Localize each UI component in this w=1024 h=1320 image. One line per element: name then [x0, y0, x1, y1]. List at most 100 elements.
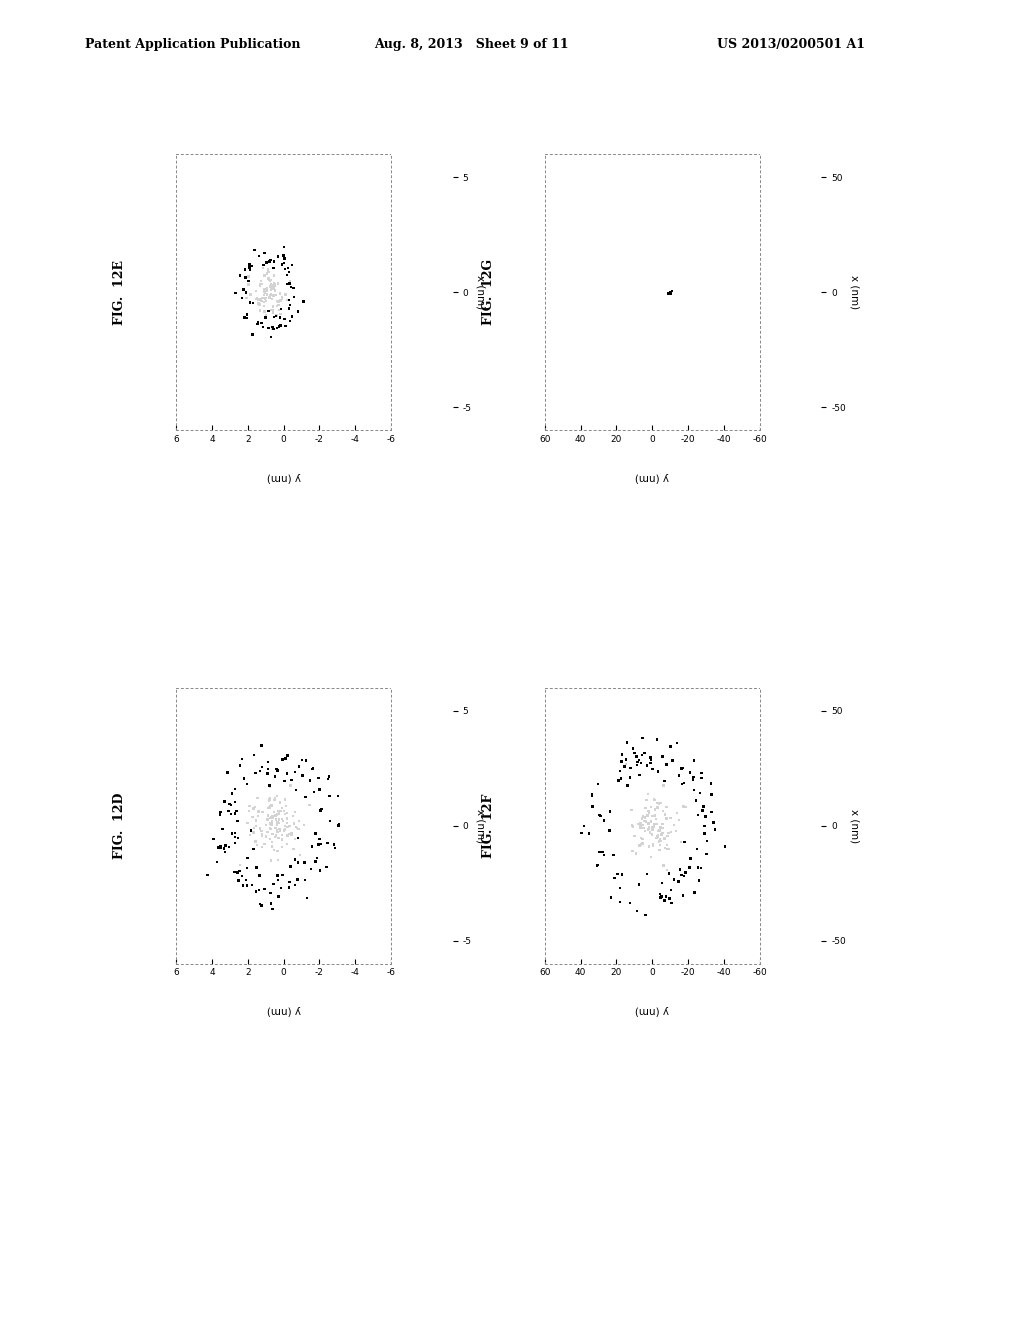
- Point: [233, 748, 250, 770]
- Point: [260, 758, 276, 779]
- Point: [658, 834, 675, 855]
- Point: [282, 871, 298, 892]
- Point: [686, 750, 702, 771]
- Point: [656, 804, 673, 825]
- Point: [643, 824, 659, 845]
- Y-axis label: x (nm): x (nm): [850, 809, 860, 842]
- Point: [241, 801, 257, 822]
- Point: [256, 288, 272, 309]
- Point: [233, 288, 250, 309]
- Point: [666, 869, 682, 890]
- Point: [649, 826, 666, 847]
- Point: [281, 298, 297, 319]
- Point: [287, 801, 303, 822]
- Point: [637, 821, 653, 842]
- Point: [629, 746, 645, 767]
- Point: [634, 744, 650, 766]
- Point: [229, 828, 246, 849]
- Point: [672, 859, 688, 880]
- Point: [212, 801, 228, 822]
- Point: [248, 763, 264, 784]
- Point: [258, 288, 274, 309]
- Point: [269, 290, 286, 312]
- Point: [286, 277, 302, 298]
- Point: [236, 280, 252, 301]
- Point: [252, 818, 268, 840]
- Point: [254, 824, 270, 845]
- Point: [249, 288, 265, 309]
- Point: [250, 289, 266, 310]
- Point: [269, 760, 286, 781]
- Point: [272, 792, 289, 813]
- Point: [274, 865, 291, 886]
- Point: [573, 822, 590, 843]
- Point: [630, 751, 646, 772]
- Point: [644, 818, 660, 840]
- Point: [249, 857, 265, 878]
- Point: [283, 855, 299, 876]
- Point: [245, 293, 261, 314]
- Point: [223, 783, 240, 804]
- Point: [230, 870, 247, 891]
- Point: [262, 249, 279, 271]
- Point: [642, 796, 658, 817]
- Point: [318, 857, 335, 878]
- Point: [260, 797, 276, 818]
- Point: [634, 828, 650, 849]
- Point: [289, 817, 305, 838]
- Point: [275, 246, 292, 267]
- Point: [286, 838, 302, 859]
- Point: [270, 294, 287, 315]
- Point: [636, 817, 652, 838]
- Point: [258, 814, 274, 836]
- Point: [270, 813, 287, 834]
- Point: [270, 804, 287, 825]
- Point: [327, 837, 343, 858]
- Point: [660, 282, 677, 304]
- Point: [261, 251, 278, 272]
- Text: US 2013/0200501 A1: US 2013/0200501 A1: [717, 37, 865, 50]
- Point: [276, 771, 293, 792]
- Point: [659, 282, 676, 304]
- Point: [627, 825, 643, 846]
- Point: [596, 845, 612, 866]
- Point: [272, 298, 289, 319]
- Point: [648, 813, 665, 834]
- Point: [272, 304, 289, 325]
- Point: [267, 766, 284, 787]
- Point: [610, 770, 627, 791]
- Point: [652, 817, 669, 838]
- Point: [252, 894, 268, 915]
- Point: [671, 809, 687, 830]
- Point: [276, 259, 293, 280]
- Point: [611, 760, 628, 781]
- Point: [283, 276, 299, 297]
- Point: [284, 770, 300, 791]
- Point: [271, 315, 288, 337]
- Point: [624, 814, 640, 836]
- Point: [258, 263, 274, 284]
- Point: [256, 301, 272, 322]
- Point: [242, 825, 258, 846]
- Point: [313, 799, 330, 820]
- Point: [227, 826, 244, 847]
- Point: [261, 286, 278, 308]
- Point: [252, 289, 268, 310]
- Text: FIG.  12F: FIG. 12F: [482, 793, 495, 858]
- Point: [256, 833, 272, 854]
- Point: [290, 301, 306, 322]
- Point: [703, 801, 720, 822]
- Point: [668, 820, 684, 841]
- Point: [268, 809, 285, 830]
- Point: [260, 317, 276, 338]
- Point: [618, 754, 635, 775]
- Point: [717, 836, 733, 857]
- Point: [276, 818, 293, 840]
- Text: FIG.  12D: FIG. 12D: [114, 792, 126, 859]
- Point: [273, 286, 290, 308]
- Point: [625, 817, 641, 838]
- Point: [270, 801, 287, 822]
- Point: [239, 288, 255, 309]
- Point: [238, 282, 254, 304]
- Point: [264, 899, 281, 920]
